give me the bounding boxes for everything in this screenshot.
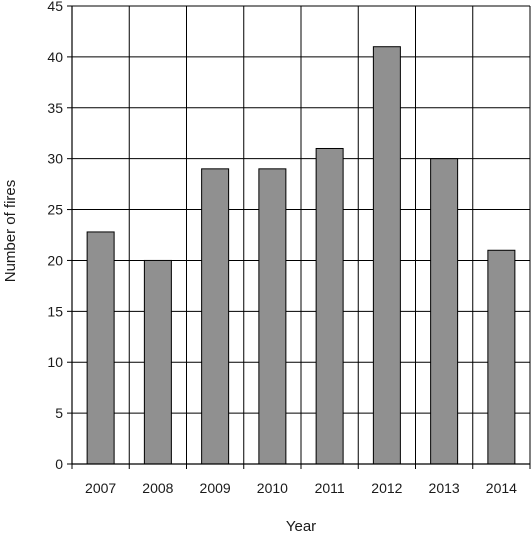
bar-2010 [258,168,287,465]
y-tick-label: 45 [47,0,63,14]
bar-2013 [430,158,459,465]
y-tick-label: 15 [47,303,63,319]
x-tick-label: 2008 [142,480,173,496]
y-tick-label: 20 [47,252,63,268]
y-tick-label: 30 [47,151,63,167]
y-tick-label: 10 [47,354,63,370]
bar-2012 [372,46,401,465]
bars [86,46,516,465]
y-tick-label: 5 [55,405,63,421]
y-tick-label: 35 [47,100,63,116]
x-axis-title: Year [286,518,316,535]
y-tick-labels: 0 5 10 15 20 25 30 35 40 45 [47,0,63,472]
bar-2008 [143,259,172,465]
x-tick-label: 2013 [429,480,460,496]
x-tick-label: 2014 [486,480,517,496]
x-tick-label: 2009 [200,480,231,496]
x-tick-labels: 2007 2008 2009 2010 2011 2012 2013 2014 [85,480,517,496]
y-tick-label: 0 [55,456,63,472]
x-tick-label: 2012 [371,480,402,496]
x-tick-label: 2007 [85,480,116,496]
bar-2007 [86,231,115,465]
bar-2009 [201,168,230,465]
grid-lines [71,5,531,465]
y-axis-title: Number of fires [2,180,19,283]
bar-2011 [315,147,344,465]
bar-2014 [487,249,516,465]
x-tick-label: 2010 [257,480,288,496]
y-tick-label: 25 [47,202,63,218]
axes [67,5,531,469]
x-tick-label: 2011 [315,480,345,496]
y-tick-label: 40 [47,49,63,65]
